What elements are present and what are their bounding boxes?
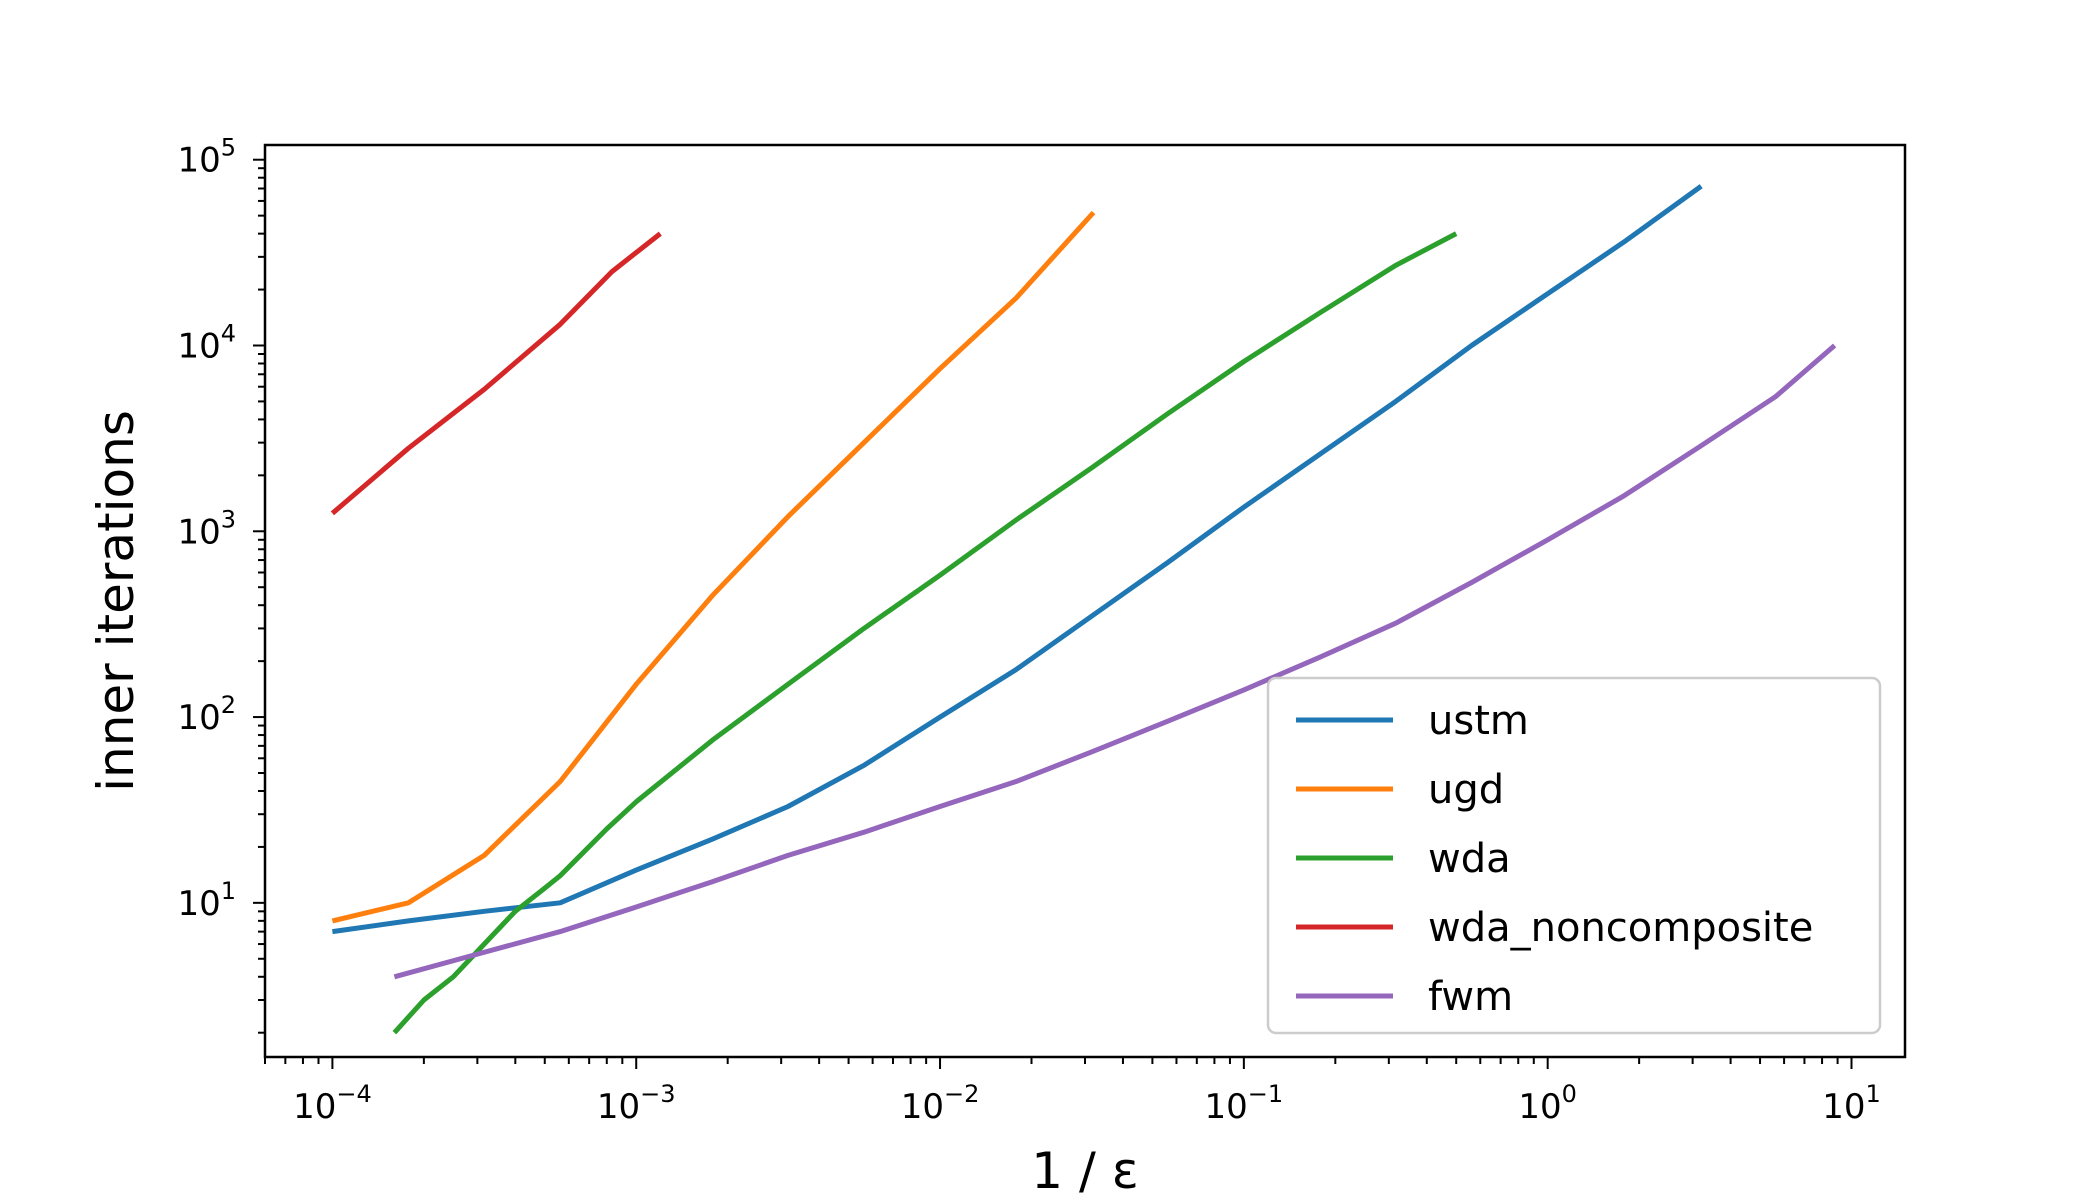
plot-lines	[330, 184, 1837, 1035]
legend-label-wda_noncomposite: wda_noncomposite	[1428, 905, 1813, 951]
y-tick-label: 105	[177, 134, 236, 181]
legend-label-wda: wda	[1428, 836, 1511, 882]
y-tick-label: 101	[177, 877, 236, 924]
x-ticks: 10−4 10−3 10−2 10−1 100 101	[264, 1057, 1881, 1127]
y-tick-label: 104	[177, 319, 236, 366]
x-tick-label: 100	[1518, 1080, 1577, 1127]
series-line-ustm	[332, 184, 1703, 935]
y-tick-label: 103	[177, 505, 236, 552]
series-line-wda	[392, 231, 1458, 1035]
series-line-ugd	[331, 210, 1096, 924]
legend-label-fwm: fwm	[1428, 974, 1513, 1020]
x-tick-label: 10−3	[597, 1080, 676, 1127]
x-tick-label: 101	[1822, 1080, 1881, 1127]
series-line-fwm	[393, 343, 1837, 980]
y-ticks: 101 102 103 104 105	[177, 134, 265, 1034]
plot-frame	[263, 143, 1907, 1059]
x-axis-title: 1 / ε	[1031, 1142, 1138, 1200]
series-line-wda_noncomposite	[330, 231, 662, 516]
y-tick-label: 102	[177, 691, 236, 738]
x-tick-label: 10−4	[293, 1080, 372, 1127]
legend-label-ugd: ugd	[1428, 767, 1504, 813]
y-axis-title: inner iterations	[87, 410, 145, 792]
legend-label-ustm: ustm	[1428, 698, 1529, 744]
x-tick-label: 10−2	[901, 1080, 980, 1127]
x-tick-label: 10−1	[1205, 1080, 1284, 1127]
legend-frame	[1266, 676, 1882, 1035]
